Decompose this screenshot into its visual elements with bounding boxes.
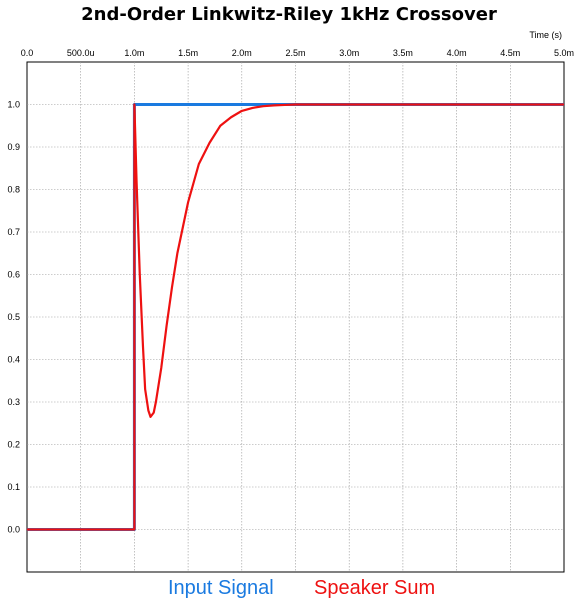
y-tick-label: 0.4 xyxy=(7,355,20,365)
x-tick-label: 4.0m xyxy=(447,48,467,58)
y-tick-labels: 0.0 0.1 0.2 0.3 0.4 0.5 0.6 0.7 0.8 0.9 1.0 xyxy=(7,100,20,535)
x-axis-unit-label: Time (s) xyxy=(529,30,562,40)
x-tick-labels: 0.0 500.0u 1.0m 1.5m 2.0m 2.5m 3.0m 3.5m 4.0m 4.5… xyxy=(21,48,574,58)
series-line-speaker-sum xyxy=(27,103,564,531)
y-tick-label: 0.5 xyxy=(7,312,20,322)
grid-lines xyxy=(27,62,564,572)
y-tick-label: 0.2 xyxy=(7,440,20,450)
x-tick-label: 2.0m xyxy=(232,48,252,58)
legend-input-signal: Input Signal xyxy=(168,577,274,599)
y-tick-label: 0.0 xyxy=(7,525,20,535)
x-tick-label: 5.0m xyxy=(554,48,574,58)
x-tick-label: 3.5m xyxy=(393,48,413,58)
y-tick-label: 0.3 xyxy=(7,397,20,407)
x-tick-label: 4.5m xyxy=(500,48,520,58)
x-tick-label: 1.0m xyxy=(124,48,144,58)
y-tick-label: 0.7 xyxy=(7,227,20,237)
legend-speaker-sum: Speaker Sum xyxy=(314,577,436,599)
y-tick-label: 1.0 xyxy=(7,100,20,110)
chart-title: 2nd-Order Linkwitz-Riley 1kHz Crossover xyxy=(81,4,497,25)
x-tick-label: 3.0m xyxy=(339,48,359,58)
x-tick-label: 2.5m xyxy=(285,48,305,58)
y-tick-label: 0.8 xyxy=(7,185,20,195)
x-tick-label: 0.0 xyxy=(21,48,34,58)
series-lines xyxy=(27,103,564,531)
x-tick-label: 500.0u xyxy=(67,48,95,58)
y-tick-label: 0.6 xyxy=(7,270,20,280)
y-tick-label: 0.9 xyxy=(7,142,20,152)
y-tick-label: 0.1 xyxy=(7,482,20,492)
x-tick-label: 1.5m xyxy=(178,48,198,58)
